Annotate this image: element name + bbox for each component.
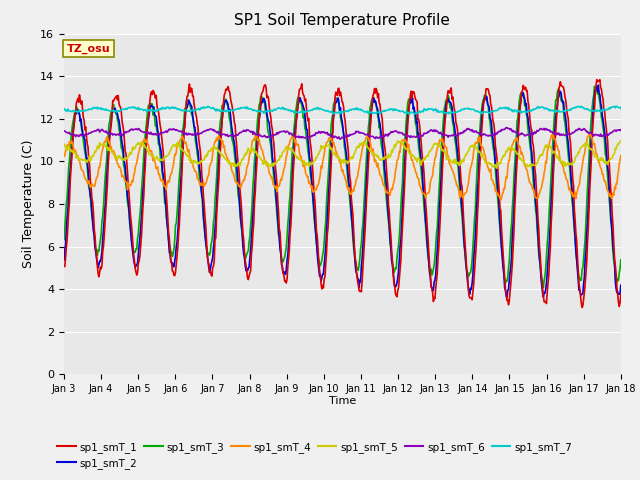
sp1_smT_7 <box>184 108 192 114</box>
sp1_smT_2 <box>426 274 434 280</box>
sp1_smT_5 <box>184 153 192 159</box>
sp1_smT_5 <box>70 150 78 156</box>
sp1_smT_6 <box>70 132 78 138</box>
sp1_smT_2 <box>617 282 625 288</box>
sp1_smT_2 <box>214 186 221 192</box>
sp1_smT_6 <box>617 127 625 133</box>
sp1_smT_6 <box>502 125 510 131</box>
sp1_smT_2 <box>595 82 602 88</box>
sp1_smT_4 <box>426 180 434 185</box>
sp1_smT_4 <box>214 138 221 144</box>
sp1_smT_7 <box>617 106 625 111</box>
Text: TZ_osu: TZ_osu <box>67 44 111 54</box>
sp1_smT_4 <box>587 131 595 136</box>
sp1_smT_4 <box>617 153 625 158</box>
Title: SP1 Soil Temperature Profile: SP1 Soil Temperature Profile <box>234 13 451 28</box>
sp1_smT_2 <box>60 257 68 263</box>
sp1_smT_3 <box>591 84 598 89</box>
sp1_smT_3 <box>70 113 78 119</box>
Line: sp1_smT_6: sp1_smT_6 <box>64 128 621 139</box>
sp1_smT_1 <box>70 122 78 128</box>
sp1_smT_3 <box>617 257 625 263</box>
sp1_smT_6 <box>336 136 344 142</box>
sp1_smT_1 <box>426 271 434 276</box>
sp1_smT_4 <box>410 164 418 169</box>
Line: sp1_smT_4: sp1_smT_4 <box>64 133 621 200</box>
sp1_smT_6 <box>127 126 135 132</box>
sp1_smT_5 <box>410 154 418 160</box>
sp1_smT_7 <box>60 107 68 112</box>
sp1_smT_2 <box>70 123 78 129</box>
sp1_smT_5 <box>60 141 68 147</box>
Y-axis label: Soil Temperature (C): Soil Temperature (C) <box>22 140 35 268</box>
sp1_smT_6 <box>214 130 221 136</box>
sp1_smT_1 <box>410 89 418 95</box>
Line: sp1_smT_5: sp1_smT_5 <box>64 141 621 168</box>
sp1_smT_6 <box>60 128 68 134</box>
sp1_smT_3 <box>184 97 192 103</box>
sp1_smT_6 <box>428 127 435 133</box>
sp1_smT_5 <box>493 165 500 171</box>
sp1_smT_4 <box>497 197 504 203</box>
sp1_smT_1 <box>593 77 600 83</box>
sp1_smT_3 <box>426 269 434 275</box>
sp1_smT_6 <box>184 132 192 137</box>
Line: sp1_smT_3: sp1_smT_3 <box>64 86 621 288</box>
sp1_smT_3 <box>540 285 547 290</box>
sp1_smT_5 <box>214 147 221 153</box>
Legend: sp1_smT_1, sp1_smT_2, sp1_smT_3, sp1_smT_4, sp1_smT_5, sp1_smT_6, sp1_smT_7: sp1_smT_1, sp1_smT_2, sp1_smT_3, sp1_smT… <box>52 438 577 473</box>
sp1_smT_7 <box>428 106 435 112</box>
Line: sp1_smT_7: sp1_smT_7 <box>64 106 621 114</box>
sp1_smT_1 <box>214 200 221 205</box>
sp1_smT_3 <box>410 108 418 113</box>
sp1_smT_7 <box>70 108 78 114</box>
sp1_smT_4 <box>60 154 68 159</box>
sp1_smT_2 <box>503 295 511 300</box>
sp1_smT_7 <box>612 103 620 109</box>
sp1_smT_1 <box>60 264 68 269</box>
sp1_smT_7 <box>411 111 419 117</box>
sp1_smT_3 <box>214 161 221 167</box>
sp1_smT_1 <box>184 93 192 99</box>
sp1_smT_2 <box>184 102 192 108</box>
sp1_smT_3 <box>60 237 68 242</box>
sp1_smT_1 <box>127 221 135 227</box>
sp1_smT_4 <box>184 149 192 155</box>
Line: sp1_smT_2: sp1_smT_2 <box>64 85 621 298</box>
sp1_smT_1 <box>578 305 586 311</box>
sp1_smT_6 <box>411 134 419 140</box>
sp1_smT_4 <box>127 180 135 186</box>
sp1_smT_7 <box>406 111 413 117</box>
sp1_smT_5 <box>127 151 135 157</box>
sp1_smT_7 <box>127 104 135 110</box>
sp1_smT_3 <box>127 231 135 237</box>
sp1_smT_7 <box>214 108 221 114</box>
sp1_smT_2 <box>127 238 135 244</box>
sp1_smT_2 <box>410 104 418 110</box>
sp1_smT_5 <box>617 138 625 144</box>
sp1_smT_1 <box>617 291 625 297</box>
Line: sp1_smT_1: sp1_smT_1 <box>64 80 621 308</box>
X-axis label: Time: Time <box>329 396 356 406</box>
sp1_smT_5 <box>426 148 434 154</box>
sp1_smT_4 <box>70 148 78 154</box>
